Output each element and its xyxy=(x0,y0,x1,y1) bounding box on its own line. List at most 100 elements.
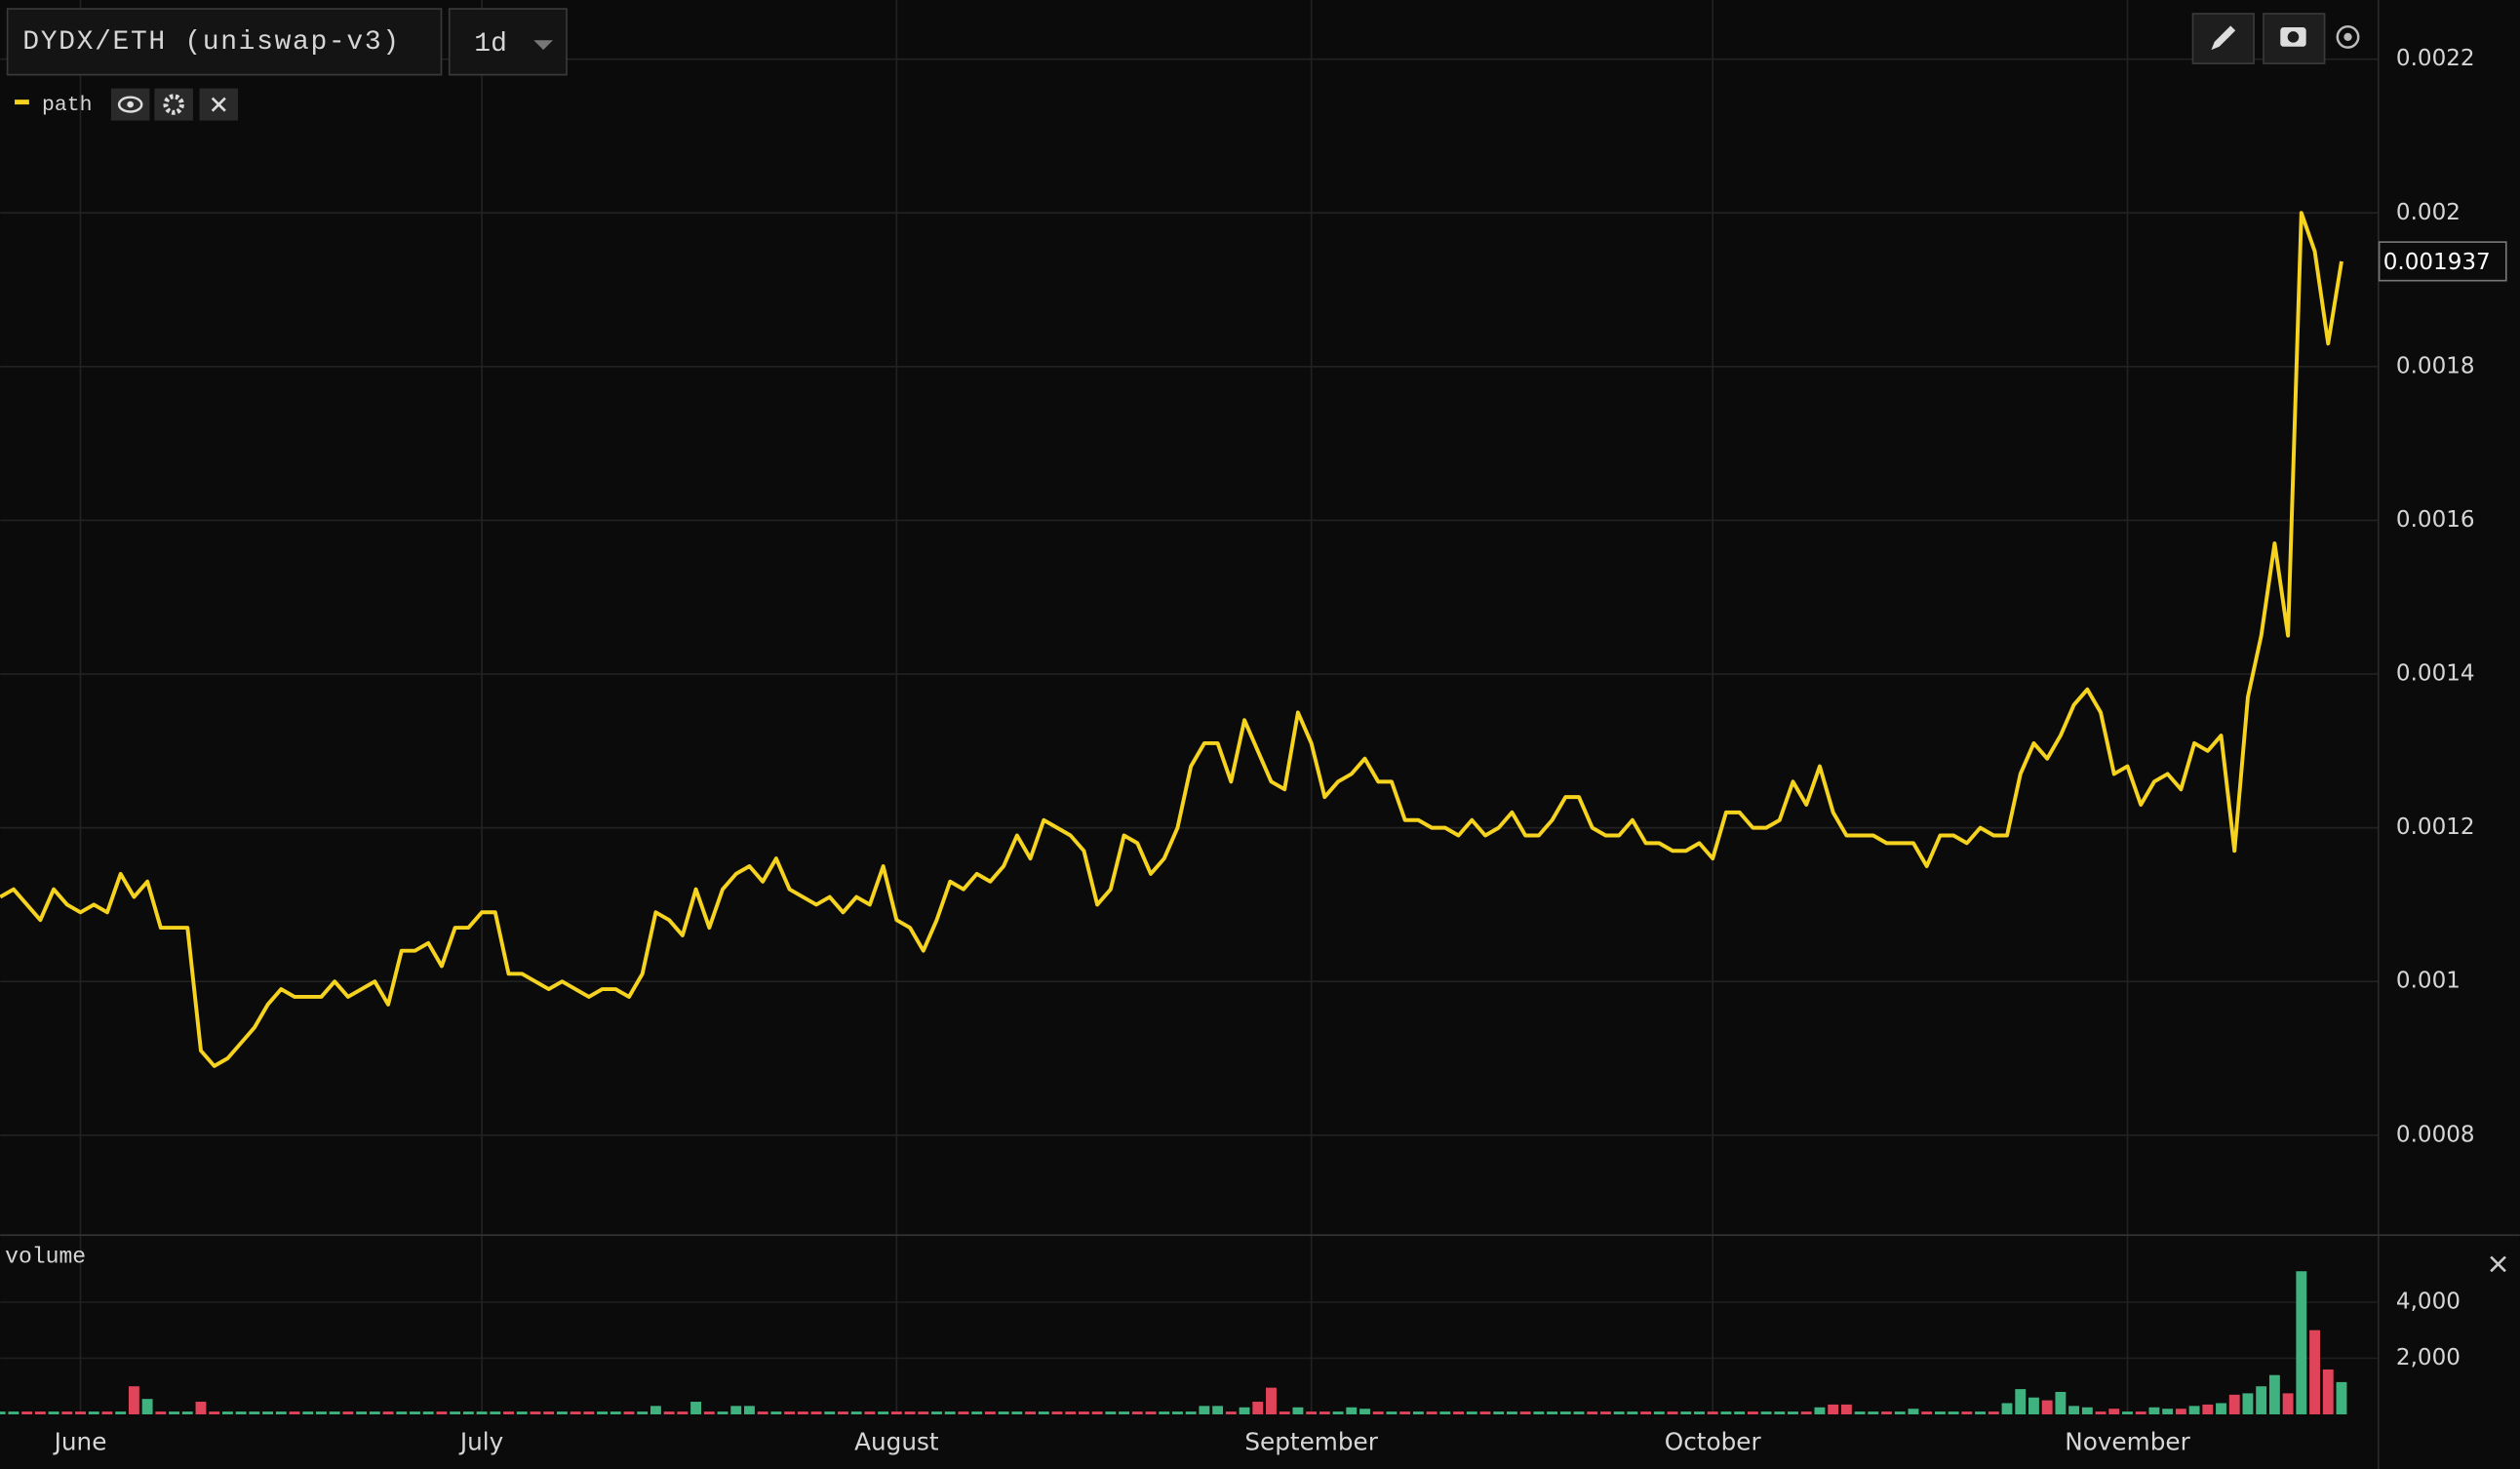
volume-bar xyxy=(1051,1411,1063,1414)
volume-bar xyxy=(610,1411,621,1414)
volume-bar xyxy=(1934,1411,1946,1414)
volume-bar xyxy=(784,1411,796,1414)
volume-bar xyxy=(543,1411,555,1414)
volume-bar xyxy=(1600,1411,1611,1414)
eye-icon xyxy=(117,96,143,113)
volume-bar xyxy=(2268,1374,2280,1414)
volume-bar xyxy=(1145,1411,1157,1414)
volume-bar xyxy=(356,1411,368,1414)
volume-bar xyxy=(422,1411,434,1414)
volume-bar xyxy=(770,1411,782,1414)
volume-bar xyxy=(1506,1411,1517,1414)
volume-bar xyxy=(663,1411,675,1414)
volume-bar xyxy=(75,1411,86,1414)
volume-bar xyxy=(101,1411,113,1414)
volume-bar xyxy=(21,1411,33,1414)
y-tick-label: 2,000 xyxy=(2396,1345,2461,1370)
volume-bar xyxy=(476,1411,488,1414)
volume-bar xyxy=(2256,1386,2267,1414)
grid-layer xyxy=(0,0,2379,1414)
x-tick-label: November xyxy=(2065,1428,2190,1456)
volume-bar xyxy=(316,1411,327,1414)
volume-bar xyxy=(235,1411,247,1414)
draw-button[interactable] xyxy=(2191,13,2255,64)
volume-bar xyxy=(1172,1411,1183,1414)
volume-bar xyxy=(984,1411,996,1414)
volume-bar xyxy=(1346,1407,1358,1414)
volume-bar xyxy=(1131,1411,1143,1414)
volume-bar xyxy=(824,1411,836,1414)
volume-bar xyxy=(810,1411,822,1414)
volume-bar xyxy=(1306,1411,1318,1414)
screenshot-button[interactable] xyxy=(2263,13,2326,64)
volume-bar xyxy=(850,1411,862,1414)
volume-bar xyxy=(2068,1406,2080,1414)
volume-bar xyxy=(623,1411,635,1414)
volume-bar xyxy=(1199,1406,1210,1414)
volume-bar xyxy=(1266,1387,1277,1414)
volume-bar xyxy=(1439,1411,1451,1414)
volume-bar xyxy=(34,1411,46,1414)
volume-bar xyxy=(1426,1411,1437,1414)
volume-bar xyxy=(2282,1393,2294,1414)
volume-bar xyxy=(1547,1411,1558,1414)
volume-bar xyxy=(1788,1411,1798,1414)
volume-bar xyxy=(2135,1411,2146,1414)
legend-settings-button[interactable] xyxy=(154,88,193,121)
volume-bar xyxy=(1078,1411,1089,1414)
target-dot xyxy=(2343,32,2352,42)
legend-remove-button[interactable] xyxy=(199,88,239,121)
volume-bar xyxy=(1359,1409,1370,1414)
legend-eye-button[interactable] xyxy=(110,88,150,121)
volume-bar xyxy=(2175,1409,2186,1414)
volume-bar xyxy=(195,1402,207,1414)
volume-bar xyxy=(2296,1271,2307,1414)
volume-bar xyxy=(2202,1404,2214,1414)
target-icon xyxy=(2336,24,2360,49)
volume-bar xyxy=(530,1411,541,1414)
volume-bar xyxy=(1319,1411,1330,1414)
volume-bar xyxy=(2216,1403,2226,1414)
volume-bar xyxy=(1091,1411,1103,1414)
target-button[interactable] xyxy=(2336,24,2360,49)
volume-bar xyxy=(2188,1406,2200,1414)
volume-bar xyxy=(1292,1407,1304,1414)
volume-bar xyxy=(1559,1411,1571,1414)
volume-bar xyxy=(1533,1411,1545,1414)
volume-bar xyxy=(1627,1411,1638,1414)
volume-bar xyxy=(1011,1411,1023,1414)
y-tick-label: 4,000 xyxy=(2396,1289,2461,1314)
volume-bar xyxy=(181,1411,193,1414)
volume-bar xyxy=(503,1411,514,1414)
y-tick-label: 0.001 xyxy=(2396,969,2461,994)
gear-icon xyxy=(163,94,184,115)
volume-bar xyxy=(1948,1411,1959,1414)
volume-bar xyxy=(1493,1411,1505,1414)
volume-bar xyxy=(597,1411,608,1414)
volume-bar xyxy=(141,1399,153,1414)
volume-bar xyxy=(128,1386,139,1414)
x-tick-label: September xyxy=(1244,1428,1378,1456)
volume-bar xyxy=(1975,1411,1987,1414)
y-tick-label: 0.0012 xyxy=(2396,814,2475,840)
volume-bar xyxy=(1399,1411,1411,1414)
volume-bar xyxy=(1747,1411,1758,1414)
volume-bar xyxy=(1466,1411,1477,1414)
volume-bar xyxy=(342,1411,354,1414)
volume-bar xyxy=(1119,1411,1130,1414)
symbol-box[interactable] xyxy=(6,8,443,76)
x-tick-label: August xyxy=(854,1428,939,1456)
x-tick-label: July xyxy=(458,1428,503,1456)
volume-bar xyxy=(1453,1411,1464,1414)
volume-bar xyxy=(1760,1411,1772,1414)
volume-close-button[interactable] xyxy=(2490,1255,2506,1273)
symbol-label: DYDX/ETH (uniswap-v3) xyxy=(22,27,400,58)
volume-bar xyxy=(744,1406,755,1414)
last-price-label: 0.001937 xyxy=(2383,250,2491,275)
volume-bar xyxy=(155,1411,167,1414)
volume-bar xyxy=(717,1411,728,1414)
volume-bar xyxy=(971,1411,983,1414)
volume-bar xyxy=(169,1411,179,1414)
volume-bar xyxy=(88,1411,99,1414)
volume-bar xyxy=(1212,1406,1224,1414)
